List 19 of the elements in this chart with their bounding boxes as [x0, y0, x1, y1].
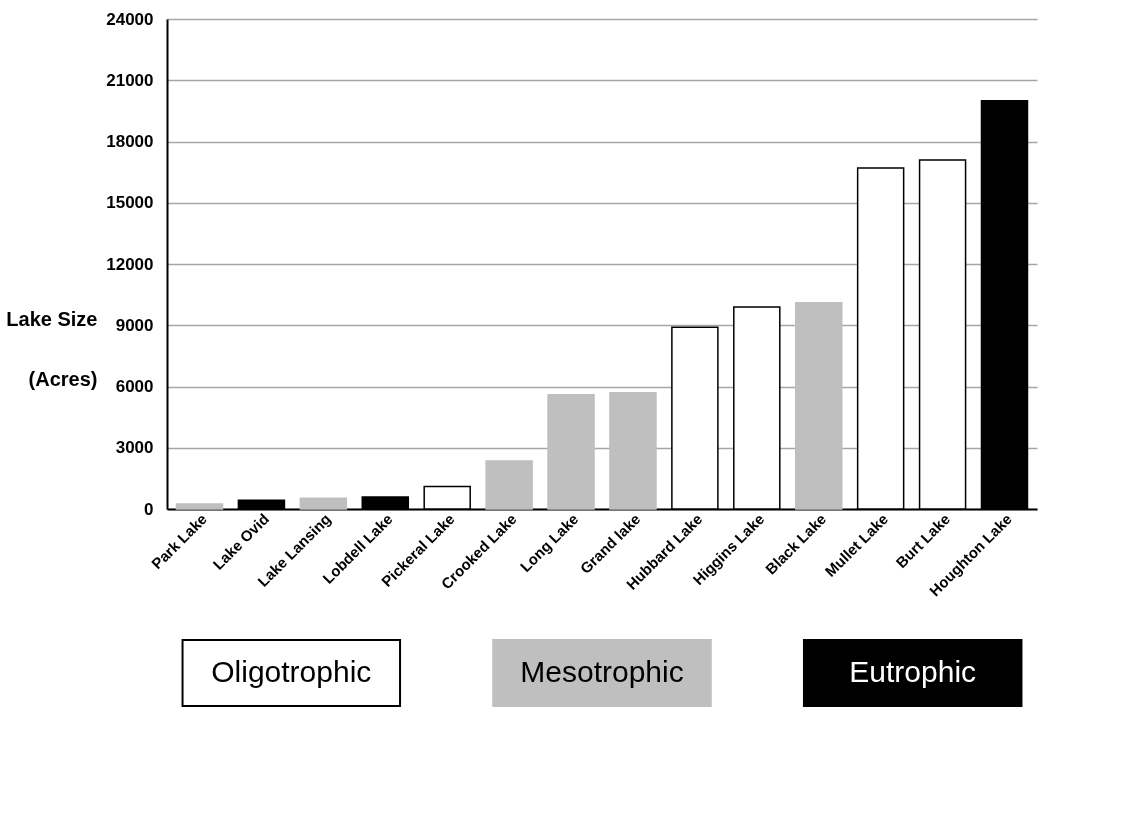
y-tick-label: 15000 [106, 193, 154, 213]
bar [609, 391, 657, 510]
y-tick-label: 0 [144, 499, 154, 519]
text: Mesotrophic [520, 655, 684, 688]
y-tick-label: 9000 [115, 315, 154, 335]
y-tick-label: 24000 [106, 9, 154, 29]
bar [485, 460, 533, 510]
text: Eutrophic [849, 655, 977, 688]
y-tick-label: 12000 [106, 254, 154, 274]
y-tick-label: 18000 [106, 132, 154, 151]
text: Oligotrophic [211, 655, 372, 688]
bar [794, 302, 843, 510]
bar [547, 393, 595, 510]
bar [299, 497, 348, 510]
y-tick-label: 6000 [115, 377, 154, 396]
y-tick-label: 21000 [106, 70, 154, 90]
y-tick-label: 3000 [115, 438, 154, 458]
text: Lake Size (Acres) [6, 307, 98, 390]
bar [175, 503, 224, 510]
